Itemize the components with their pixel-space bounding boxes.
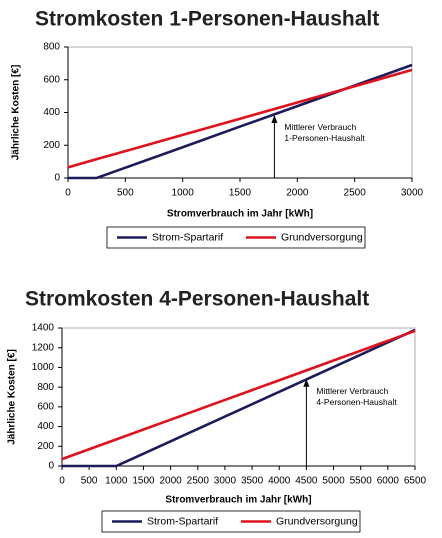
- x-tick-label: 5000: [322, 476, 345, 487]
- chart-title: Stromkosten 1-Personen-Haushalt: [35, 8, 379, 31]
- x-tick-label: 1500: [229, 188, 252, 199]
- x-tick-label: 500: [81, 476, 98, 487]
- legend: [106, 226, 366, 249]
- x-tick-label: 1000: [172, 188, 195, 199]
- y-tick-label: 600: [43, 74, 60, 85]
- x-axis-label: Stromverbrauch im Jahr [kWh]: [165, 495, 311, 506]
- y-tick-label: 1400: [32, 323, 55, 334]
- x-tick-label: 0: [59, 476, 65, 487]
- x-tick-label: 6500: [404, 476, 427, 487]
- y-axis-label: Jährliche Kosten [€]: [7, 349, 18, 445]
- x-tick-label: 6000: [377, 476, 400, 487]
- arrow-head: [271, 114, 278, 123]
- x-tick-label: 3000: [401, 188, 424, 199]
- x-tick-label: 2000: [286, 188, 309, 199]
- x-tick-label: 1000: [105, 476, 128, 487]
- y-tick-label: 200: [43, 140, 60, 151]
- x-tick-label: 1500: [132, 476, 155, 487]
- annotation-text: 4-Personen-Haushalt: [316, 397, 397, 407]
- annotation-text: Mittlerer Verbrauch: [316, 386, 388, 396]
- x-tick-label: 4000: [268, 476, 291, 487]
- y-tick-label: 1000: [32, 362, 55, 373]
- legend-label: Grundversorgung: [281, 231, 363, 243]
- annotation-text: Mittlerer Verbrauch: [284, 122, 356, 132]
- y-tick-label: 800: [43, 42, 60, 53]
- x-tick-label: 3000: [214, 476, 237, 487]
- y-tick-label: 600: [37, 401, 54, 412]
- y-tick-label: 0: [48, 461, 54, 472]
- legend: [101, 510, 361, 533]
- series-line: [61, 329, 416, 461]
- x-axis-label: Stromverbrauch im Jahr [kWh]: [167, 209, 313, 220]
- arrow-head: [303, 378, 310, 387]
- legend-label: Strom-Spartarif: [152, 231, 223, 243]
- chart-title: Stromkosten 4-Personen-Haushalt: [25, 288, 369, 311]
- y-tick-label: 400: [43, 107, 60, 118]
- x-tick-label: 4500: [295, 476, 318, 487]
- y-tick-label: 0: [54, 173, 60, 184]
- x-tick-label: 2000: [159, 476, 182, 487]
- plot-area: [67, 46, 413, 179]
- x-tick-label: 2500: [187, 476, 210, 487]
- y-tick-label: 200: [37, 441, 54, 452]
- series-line: [67, 68, 413, 169]
- x-tick-label: 2500: [344, 188, 367, 199]
- x-tick-label: 0: [65, 188, 71, 199]
- legend-label: Grundversorgung: [276, 515, 358, 527]
- x-tick-label: 3500: [241, 476, 264, 487]
- series-line: [62, 328, 416, 468]
- x-tick-label: 5500: [350, 476, 373, 487]
- y-tick-label: 1200: [32, 342, 55, 353]
- x-tick-label: 500: [117, 188, 134, 199]
- annotation-text: 1-Personen-Haushalt: [284, 133, 365, 143]
- y-axis-label: Jährliche Kosten [€]: [11, 65, 22, 161]
- y-tick-label: 800: [37, 382, 54, 393]
- y-tick-label: 400: [37, 421, 54, 432]
- legend-label: Strom-Spartarif: [147, 515, 218, 527]
